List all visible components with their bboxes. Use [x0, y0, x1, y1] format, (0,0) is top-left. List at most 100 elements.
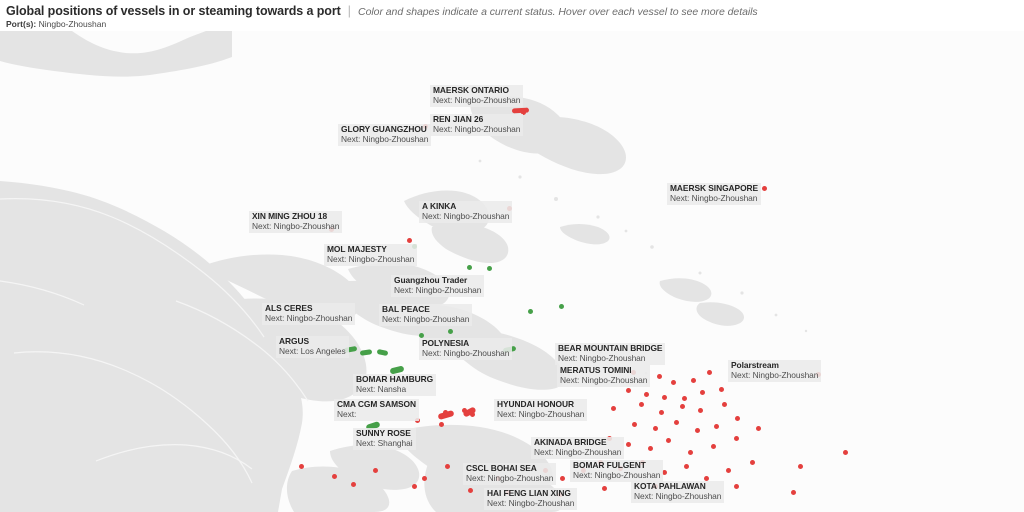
- vessel-label[interactable]: POLYNESIA Next: Ningbo-Zhoushan: [419, 338, 513, 360]
- vessel-marker-steaming[interactable]: [350, 481, 356, 487]
- vessel-marker-steaming[interactable]: [467, 487, 473, 493]
- vessel-marker-steaming[interactable]: [690, 377, 696, 383]
- vessel-marker-steaming[interactable]: [703, 475, 709, 481]
- vessel-marker-steaming[interactable]: [683, 463, 689, 469]
- vessel-marker-steaming[interactable]: [661, 469, 667, 475]
- vessel-label[interactable]: A KINKA Next: Ningbo-Zhoushan: [419, 201, 513, 223]
- vessel-label[interactable]: CSCL BOHAI SEA Next: Ningbo-Zhoushan: [463, 463, 557, 485]
- vessel-marker-steaming[interactable]: [559, 475, 565, 481]
- vessel-marker-steaming[interactable]: [733, 483, 739, 489]
- vessel-label[interactable]: ARGUS Next: Los Angeles: [276, 336, 349, 358]
- vessel-marker-steaming[interactable]: [665, 437, 671, 443]
- vessel-label[interactable]: GLORY GUANGZHOU Next: Ningbo-Zhoushan: [338, 124, 432, 146]
- vessel-marker-steaming-bar[interactable]: [511, 107, 530, 114]
- vessel-next-port: Next: Ningbo-Zhoushan: [487, 497, 575, 508]
- vessel-label[interactable]: AKINADA BRIDGE Next: Ningbo-Zhoushan: [531, 437, 625, 459]
- vessel-name: Polarstream: [731, 360, 779, 370]
- vessel-marker-steaming[interactable]: [438, 421, 444, 427]
- vessel-label[interactable]: MERATUS TOMINI Next: Ningbo-Zhoushan: [557, 365, 651, 387]
- vessel-label[interactable]: MAERSK SINGAPORE Next: Ningbo-Zhoushan: [667, 183, 762, 205]
- vessel-marker-steaming[interactable]: [697, 407, 703, 413]
- vessel-name: CSCL BOHAI SEA: [466, 463, 537, 473]
- vessel-marker-in-port[interactable]: [466, 264, 472, 270]
- vessel-marker-steaming[interactable]: [631, 421, 637, 427]
- vessel-marker-steaming[interactable]: [734, 415, 740, 421]
- vessel-name: ARGUS: [279, 336, 309, 346]
- vessel-label[interactable]: Polarstream Next: Ningbo-Zhoushan: [728, 360, 822, 382]
- vessel-marker-steaming[interactable]: [670, 379, 676, 385]
- vessel-marker-steaming[interactable]: [679, 403, 685, 409]
- vessel-marker-steaming[interactable]: [721, 401, 727, 407]
- vessel-marker-in-port[interactable]: [558, 303, 564, 309]
- vessel-marker-steaming[interactable]: [610, 405, 616, 411]
- vessel-label[interactable]: REN JIAN 26 Next: Ningbo-Zhoushan: [430, 114, 524, 136]
- vessel-label[interactable]: MAERSK ONTARIO Next: Ningbo-Zhoushan: [430, 85, 524, 107]
- vessel-marker-steaming[interactable]: [725, 467, 731, 473]
- vessel-marker-steaming[interactable]: [652, 425, 658, 431]
- vessel-marker-steaming[interactable]: [656, 373, 662, 379]
- vessel-marker-steaming[interactable]: [718, 386, 724, 392]
- vessel-name: BOMAR FULGENT: [573, 460, 646, 470]
- vessel-marker-steaming[interactable]: [755, 425, 761, 431]
- vessel-label[interactable]: MOL MAJESTY Next: Ningbo-Zhoushan: [324, 244, 418, 266]
- ports-filter[interactable]: Port(s): Ningbo-Zhoushan: [6, 19, 106, 29]
- vessel-marker-steaming[interactable]: [713, 423, 719, 429]
- vessel-name: CMA CGM SAMSON: [337, 399, 417, 409]
- vessel-marker-steaming[interactable]: [647, 445, 653, 451]
- ports-label: Port(s):: [6, 19, 37, 29]
- vessel-label[interactable]: XIN MING ZHOU 18 Next: Ningbo-Zhoushan: [249, 211, 343, 233]
- vessel-next-port: Next: Ningbo-Zhoushan: [731, 369, 819, 380]
- vessel-marker-steaming[interactable]: [331, 473, 337, 479]
- vessel-marker-steaming[interactable]: [706, 369, 712, 375]
- vessel-marker-steaming[interactable]: [372, 467, 378, 473]
- vessel-name: XIN MING ZHOU 18: [252, 211, 328, 221]
- vessel-marker-steaming[interactable]: [797, 463, 803, 469]
- vessel-label[interactable]: BEAR MOUNTAIN BRIDGE Next: Ningbo-Zhousha…: [555, 343, 666, 365]
- vessel-marker-in-port[interactable]: [486, 265, 492, 271]
- vessel-name: KOTA PAHLAWAN: [634, 481, 706, 491]
- vessel-next-port: Next: Ningbo-Zhoushan: [394, 284, 482, 295]
- vessel-marker-steaming[interactable]: [661, 394, 667, 400]
- vessel-marker-steaming[interactable]: [790, 489, 796, 495]
- vessel-marker-steaming[interactable]: [625, 387, 631, 393]
- vessel-marker-in-port[interactable]: [527, 308, 533, 314]
- vessel-marker-steaming[interactable]: [658, 409, 664, 415]
- vessel-marker-steaming[interactable]: [421, 475, 427, 481]
- vessel-marker-steaming[interactable]: [298, 463, 304, 469]
- vessel-label[interactable]: KOTA PAHLAWAN Next: Ningbo-Zhoushan: [631, 481, 725, 503]
- vessel-marker-steaming[interactable]: [733, 435, 739, 441]
- vessel-marker-steaming[interactable]: [601, 485, 607, 491]
- vessel-label[interactable]: HAI FENG LIAN XING Next: Ningbo-Zhoushan: [484, 488, 578, 510]
- vessel-name: BAL PEACE: [382, 304, 430, 314]
- vessel-next-port: Next: Ningbo-Zhoushan: [558, 352, 646, 363]
- vessel-label[interactable]: CMA CGM SAMSON Next:: [334, 399, 420, 421]
- vessel-name: AKINADA BRIDGE: [534, 437, 607, 447]
- vessel-marker-steaming[interactable]: [681, 395, 687, 401]
- vessel-label[interactable]: SUNNY ROSE Next: Shanghai: [353, 428, 416, 450]
- vessel-label[interactable]: BOMAR FULGENT Next: Ningbo-Zhoushan: [570, 460, 664, 482]
- vessel-marker-steaming[interactable]: [699, 389, 705, 395]
- vessel-marker-steaming[interactable]: [842, 449, 848, 455]
- vessel-name: POLYNESIA: [422, 338, 470, 348]
- vessel-label[interactable]: HYUNDAI HONOUR Next: Ningbo-Zhoushan: [494, 399, 588, 421]
- vessel-marker-in-port[interactable]: [418, 332, 424, 338]
- vessel-marker-steaming[interactable]: [761, 185, 767, 191]
- vessel-marker-steaming[interactable]: [625, 441, 631, 447]
- vessel-marker-steaming[interactable]: [673, 419, 679, 425]
- vessel-marker-steaming[interactable]: [694, 427, 700, 433]
- vessel-marker-steaming[interactable]: [638, 401, 644, 407]
- vessel-label[interactable]: ALS CERES Next: Ningbo-Zhoushan: [262, 303, 356, 325]
- vessel-marker-in-port[interactable]: [447, 328, 453, 334]
- vessel-label[interactable]: BAL PEACE Next: Ningbo-Zhoushan: [379, 304, 473, 326]
- vessel-marker-steaming[interactable]: [406, 237, 412, 243]
- vessel-marker-steaming[interactable]: [749, 459, 755, 465]
- vessel-marker-steaming[interactable]: [687, 449, 693, 455]
- map-canvas[interactable]: MAERSK ONTARIO Next: Ningbo-Zhoushan REN J…: [0, 31, 1024, 512]
- vessel-marker-steaming[interactable]: [710, 443, 716, 449]
- vessel-label[interactable]: BOMAR HAMBURG Next: Nansha: [353, 374, 437, 396]
- vessel-marker-steaming[interactable]: [411, 483, 417, 489]
- vessel-marker-steaming[interactable]: [643, 391, 649, 397]
- vessel-label[interactable]: Guangzhou Trader Next: Ningbo-Zhoushan: [391, 275, 485, 297]
- vessel-next-port: Next: Shanghai: [356, 437, 413, 448]
- vessel-marker-steaming[interactable]: [444, 463, 450, 469]
